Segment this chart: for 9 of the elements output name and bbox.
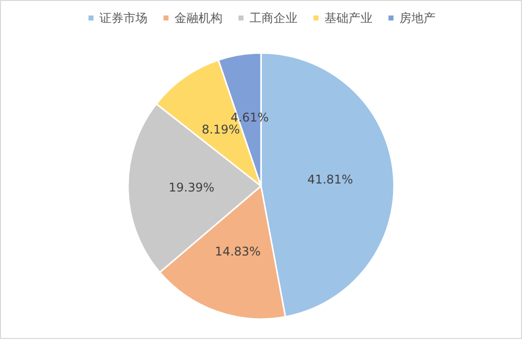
legend-label: 金融机构 <box>174 11 222 25</box>
data-label: 14.83% <box>214 244 261 259</box>
legend-label: 房地产 <box>400 11 436 25</box>
legend-label: 基础产业 <box>324 11 372 25</box>
legend-label: 工商企业 <box>250 11 298 25</box>
legend-label: 证券市场 <box>100 11 148 25</box>
data-label: 8.19% <box>202 122 240 136</box>
data-label: 19.39% <box>168 180 214 194</box>
data-label: 41.81% <box>307 172 354 187</box>
